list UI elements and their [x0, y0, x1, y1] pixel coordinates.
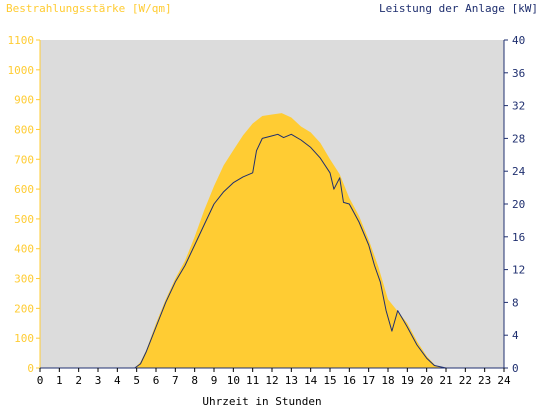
left-tick-label: 100 — [14, 332, 34, 345]
left-tick-label: 900 — [14, 94, 34, 107]
right-tick-label: 16 — [512, 231, 525, 244]
x-tick-label: 1 — [56, 374, 63, 387]
left-tick-label: 0 — [27, 362, 34, 375]
right-tick-label: 28 — [512, 132, 525, 145]
x-tick-label: 15 — [323, 374, 336, 387]
right-tick-label: 40 — [512, 34, 525, 47]
x-tick-label: 7 — [172, 374, 179, 387]
x-tick-label: 4 — [114, 374, 121, 387]
x-tick-label: 22 — [459, 374, 472, 387]
right-tick-label: 4 — [512, 329, 519, 342]
x-tick-label: 12 — [265, 374, 278, 387]
x-tick-label: 2 — [75, 374, 82, 387]
left-tick-label: 300 — [14, 273, 34, 286]
x-tick-label: 16 — [343, 374, 356, 387]
right-axis-title: Leistung der Anlage [kW] — [379, 2, 538, 15]
x-tick-label: 3 — [95, 374, 102, 387]
x-tick-label: 5 — [133, 374, 140, 387]
x-tick-label: 24 — [497, 374, 511, 387]
x-tick-label: 14 — [304, 374, 318, 387]
right-tick-label: 0 — [512, 362, 519, 375]
x-axis-title: Uhrzeit in Stunden — [202, 395, 321, 408]
left-tick-label: 1000 — [8, 64, 35, 77]
left-tick-label: 1100 — [8, 34, 35, 47]
right-tick-label: 24 — [512, 165, 526, 178]
series-irradiance-area — [40, 113, 504, 368]
x-tick-label: 0 — [37, 374, 44, 387]
series-power-line — [40, 133, 504, 369]
left-tick-label: 200 — [14, 302, 34, 315]
x-tick-label: 8 — [191, 374, 198, 387]
left-axis-title: Bestrahlungsstärke [W/qm] — [6, 2, 172, 15]
x-tick-label: 11 — [246, 374, 259, 387]
right-tick-label: 12 — [512, 264, 525, 277]
left-tick-label: 600 — [14, 183, 34, 196]
x-tick-label: 19 — [401, 374, 414, 387]
x-tick-label: 20 — [420, 374, 433, 387]
left-tick-label: 700 — [14, 153, 34, 166]
x-tick-label: 17 — [362, 374, 375, 387]
right-tick-label: 8 — [512, 296, 519, 309]
left-tick-label: 500 — [14, 213, 34, 226]
right-tick-label: 20 — [512, 198, 525, 211]
right-tick-label: 36 — [512, 67, 525, 80]
right-tick-label: 32 — [512, 100, 525, 113]
x-tick-label: 9 — [211, 374, 218, 387]
x-tick-label: 6 — [153, 374, 160, 387]
left-tick-label: 800 — [14, 123, 34, 136]
x-tick-label: 13 — [285, 374, 298, 387]
x-tick-label: 21 — [439, 374, 452, 387]
x-tick-label: 23 — [478, 374, 491, 387]
left-tick-label: 400 — [14, 243, 34, 256]
x-tick-label: 18 — [381, 374, 394, 387]
x-tick-label: 10 — [227, 374, 240, 387]
